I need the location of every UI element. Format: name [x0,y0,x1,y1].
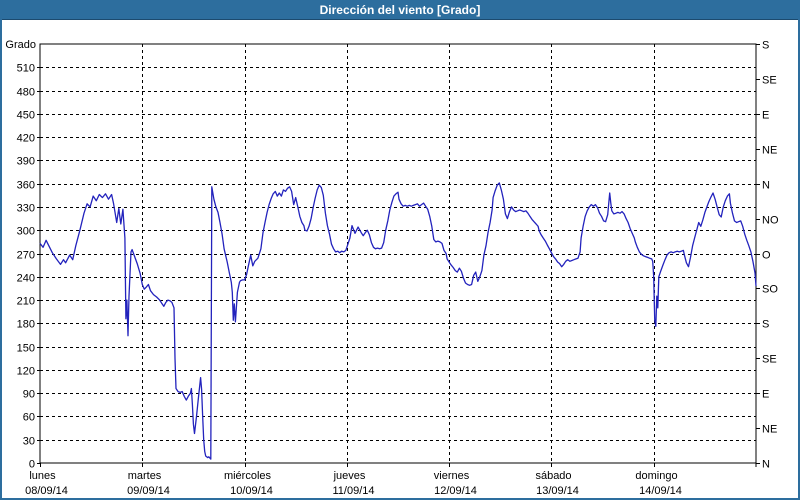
compass-tick-label: NE [762,145,777,157]
compass-tick-label: E [762,389,769,401]
x-day-label: lunes [29,470,56,482]
y-tick-label: 420 [17,133,35,145]
compass-tick-label: S [762,40,769,52]
y-tick-label: 510 [17,63,35,75]
x-date-label: 10/09/14 [230,485,273,497]
plot-border [39,43,757,464]
y-tick-label: 150 [17,343,35,355]
y-tick-label: 300 [17,226,35,238]
x-day-label: sábado [535,470,571,482]
x-day-label: viernes [434,470,470,482]
x-date-label: 14/09/14 [639,485,682,497]
y-tick-label: 90 [23,389,35,401]
chart-title: Dirección del viento [Grado] [319,3,481,17]
y-axis-title: Grado [5,39,36,51]
y-tick-label: 450 [17,110,35,122]
x-date-label: 12/09/14 [434,485,477,497]
x-date-label: 11/09/14 [332,485,374,497]
x-date-label: 08/09/14 [25,485,68,497]
y-tick-label: 120 [17,366,35,378]
compass-tick-label: E [762,110,769,122]
compass-tick-label: N [762,459,770,471]
compass-tick-label: NO [762,215,779,227]
wind-direction-chart: 0 30 60 90 120 150 180 210 240 270 300 330 360 390 420… [5,39,779,497]
wind-direction-line [39,182,757,460]
compass-tick-label: S [762,319,769,331]
x-day-label: martes [128,470,162,482]
x-day-label: jueves [333,470,366,482]
y-tick-label: 480 [17,87,35,99]
x-day-label: miércoles [224,470,272,482]
chart-title-bar: Dirección del viento [Grado] [2,2,798,20]
y-tick-label: 270 [17,250,35,262]
y-tick-label: 360 [17,180,35,192]
y-tick-label: 180 [17,319,35,331]
y-tick-label: 210 [17,296,35,308]
compass-tick-label: SO [762,284,778,296]
compass-tick-label: N [762,180,770,192]
y-tick-label: 330 [17,203,35,215]
compass-tick-label: NE [762,424,777,436]
x-day-label: domingo [635,470,677,482]
y-tick-label: 30 [23,436,35,448]
y-tick-label: 0 [29,459,35,471]
compass-tick-label: SE [762,354,777,366]
y-tick-label: 60 [23,412,35,424]
compass-tick-label: SE [762,75,777,87]
y-tick-label: 390 [17,156,35,168]
compass-tick-label: O [762,250,771,262]
x-date-label: 13/09/14 [536,485,579,497]
y-tick-label: 240 [17,273,35,285]
x-date-label: 09/09/14 [127,485,170,497]
